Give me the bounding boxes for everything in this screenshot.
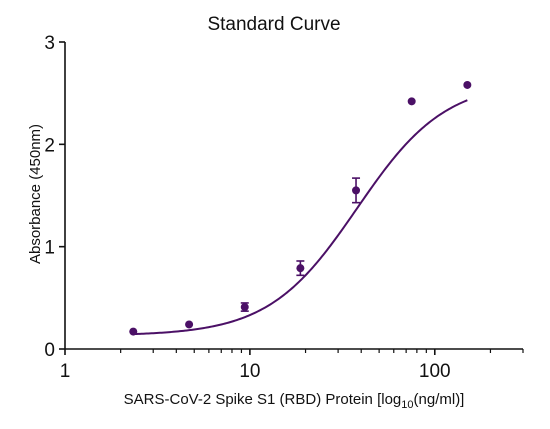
x-tick-label: 100	[419, 361, 451, 382]
x-tick-label: 10	[239, 361, 260, 382]
x-axis-label-prefix: SARS-CoV-2 Spike S1 (RBD) Protein [log	[124, 391, 402, 408]
y-tick-label: 2	[44, 135, 55, 156]
y-tick-label: 3	[44, 33, 55, 54]
data-point	[185, 320, 194, 329]
x-axis-label-suffix: (ng/ml)]	[414, 391, 465, 408]
data-point	[129, 327, 138, 336]
data-point	[240, 303, 249, 312]
x-axis-label-subscript: 10	[401, 399, 413, 411]
data-point	[352, 186, 361, 195]
chart-title: Standard Curve	[207, 14, 340, 35]
data-point	[296, 264, 305, 273]
data-point	[407, 97, 416, 106]
y-axis-label: Absorbance (450nm)	[27, 124, 44, 264]
x-tick-label: 1	[60, 361, 71, 382]
x-axis-label: SARS-CoV-2 Spike S1 (RBD) Protein [log10…	[124, 391, 465, 411]
fit-curve	[133, 99, 468, 336]
data-point	[463, 80, 472, 89]
y-tick-label: 1	[44, 238, 55, 259]
y-tick-label: 0	[44, 340, 55, 361]
